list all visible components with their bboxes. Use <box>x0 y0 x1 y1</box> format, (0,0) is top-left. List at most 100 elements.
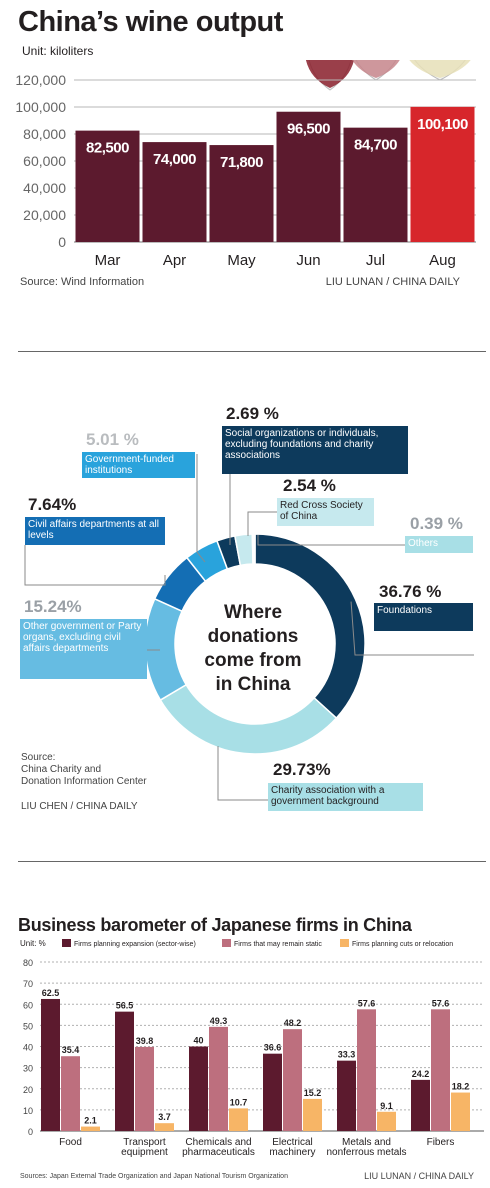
japan-bar-value-label: 33.3 <box>338 1050 356 1060</box>
donut-slice <box>144 597 188 702</box>
japan-bar-value-label: 10.7 <box>230 1097 248 1107</box>
wine-title: China’s wine output <box>18 6 283 38</box>
wine-bar-value-label: 100,100 <box>417 116 468 133</box>
donations-source-line: Source: <box>21 752 56 763</box>
japan-bar <box>41 998 60 1131</box>
wine-bar <box>410 106 475 242</box>
japan-ytick-label: 60 <box>23 1000 33 1010</box>
japan-bar-value-label: 18.2 <box>452 1082 470 1092</box>
japan-bar <box>283 1029 302 1131</box>
wine-bar-value-label: 96,500 <box>287 121 330 138</box>
japan-xtick-label: equipment <box>121 1147 168 1158</box>
leader-line <box>196 454 206 563</box>
japan-bar <box>61 1056 80 1131</box>
japan-bar-value-label: 39.8 <box>136 1036 154 1046</box>
japan-bar <box>337 1060 356 1131</box>
donut-slice <box>159 683 338 755</box>
donations-credit: LIU CHEN / CHINA DAILY <box>21 801 138 812</box>
japan-bar-value-label: 35.4 <box>62 1045 80 1055</box>
japan-ytick-label: 20 <box>23 1085 33 1095</box>
label-gov-funded: Government-funded institutions <box>82 452 195 478</box>
wine-xtick-label: Jun <box>296 252 320 269</box>
glass-wine <box>305 60 355 88</box>
japan-source: Sources: Japan External Trade Organizati… <box>20 1173 288 1180</box>
pct-red-cross: 2.54 % <box>283 476 336 495</box>
glass-wine <box>409 60 471 78</box>
wine-xtick-label: May <box>227 252 256 269</box>
japan-ytick-label: 70 <box>23 979 33 989</box>
wine-xtick-label: Apr <box>163 252 186 269</box>
wine-unit: Unit: kiloliters <box>22 44 94 58</box>
wine-credit: LIU LUNAN / CHINA DAILY <box>325 276 460 288</box>
wine-bar <box>209 145 274 242</box>
donations-source-line: Donation Information Center <box>21 776 147 787</box>
wine-ytick-label: 120,000 <box>15 72 66 88</box>
pct-other-gov: 15.24% <box>24 597 82 616</box>
japan-bar-value-label: 3.7 <box>158 1112 171 1122</box>
japan-credit: LIU LUNAN / CHINA DAILY <box>364 1171 474 1181</box>
japan-bar-value-label: 40 <box>193 1036 203 1046</box>
japan-xtick-label: nonferrous metals <box>326 1147 406 1158</box>
pct-foundations: 36.76 % <box>379 582 442 601</box>
japan-xtick-label: Food <box>59 1137 82 1148</box>
wine-chart: 0 20,000 40,000 60,000 80,000 100,000 120,000 8… <box>15 60 476 269</box>
leader-line <box>217 746 268 801</box>
label-foundations: Foundations <box>374 603 473 631</box>
japan-bar <box>303 1098 322 1131</box>
donut-center-title: donations <box>208 626 299 647</box>
wine-bar-value-label: 71,800 <box>220 154 263 171</box>
japan-bar <box>155 1123 174 1131</box>
donut-center-title: come from <box>204 650 301 671</box>
pct-gov-funded: 5.01 % <box>86 430 139 449</box>
japan-bar-value-label: 36.6 <box>264 1043 282 1053</box>
legend-swatch <box>62 939 71 947</box>
legend-label: Firms planning expansion (sector-wise) <box>74 941 196 948</box>
japan-bar <box>115 1011 134 1131</box>
donut-slice <box>251 533 256 565</box>
japan-xtick-label: Chemicals and <box>185 1137 251 1148</box>
japan-bar <box>263 1053 282 1131</box>
glass-wine <box>352 60 400 78</box>
wine-ytick-label: 80,000 <box>23 126 66 142</box>
leader-line <box>247 511 277 536</box>
japan-xtick-label: Electrical <box>272 1137 313 1148</box>
japan-bar <box>189 1046 208 1131</box>
pct-others: 0.39 % <box>410 514 463 533</box>
japan-bar <box>431 1009 450 1131</box>
wine-bar <box>75 130 140 242</box>
wine-bar-value-label: 74,000 <box>153 151 196 168</box>
japan-bar-value-label: 62.5 <box>42 988 60 998</box>
japan-bar <box>451 1092 470 1131</box>
donut-center-title: in China <box>216 674 291 695</box>
donut-slice <box>254 533 366 720</box>
japan-ytick-label: 50 <box>23 1021 33 1031</box>
wine-bar <box>142 142 207 242</box>
wine-ytick-label: 20,000 <box>23 207 66 223</box>
japan-bar-value-label: 9.1 <box>380 1101 393 1111</box>
label-charity-assoc: Charity association with a government ba… <box>268 783 423 811</box>
japan-ytick-label: 10 <box>23 1106 33 1116</box>
japan-bar-value-label: 2.1 <box>84 1116 97 1126</box>
japan-title: Business barometer of Japanese firms in … <box>18 915 412 935</box>
label-other-gov: Other government or Party organs, exclud… <box>20 619 147 679</box>
wine-bar <box>276 111 341 242</box>
japan-ytick-label: 40 <box>23 1043 33 1053</box>
japan-xtick-label: Fibers <box>427 1137 455 1148</box>
legend-swatch <box>222 939 231 947</box>
section-divider <box>18 351 486 352</box>
japan-bar <box>209 1026 228 1131</box>
wine-glasses-icon <box>305 60 471 91</box>
japan-ytick-label: 80 <box>23 958 33 968</box>
japan-xtick-label: Metals and <box>342 1137 391 1148</box>
wine-ytick-label: 0 <box>58 234 66 250</box>
japan-bar-value-label: 56.5 <box>116 1001 134 1011</box>
legend-swatch <box>340 939 349 947</box>
japan-chart: Unit: % Firms planning expansion (sector-… <box>20 939 484 1158</box>
leader-line <box>350 601 474 656</box>
donations-source-line: China Charity and <box>21 764 102 775</box>
japan-xtick-label: pharmaceuticals <box>182 1147 255 1158</box>
pct-charity-assoc: 29.73% <box>273 760 331 779</box>
japan-unit: Unit: % <box>20 939 46 948</box>
wine-ytick-label: 60,000 <box>23 153 66 169</box>
japan-ytick-label: 30 <box>23 1064 33 1074</box>
